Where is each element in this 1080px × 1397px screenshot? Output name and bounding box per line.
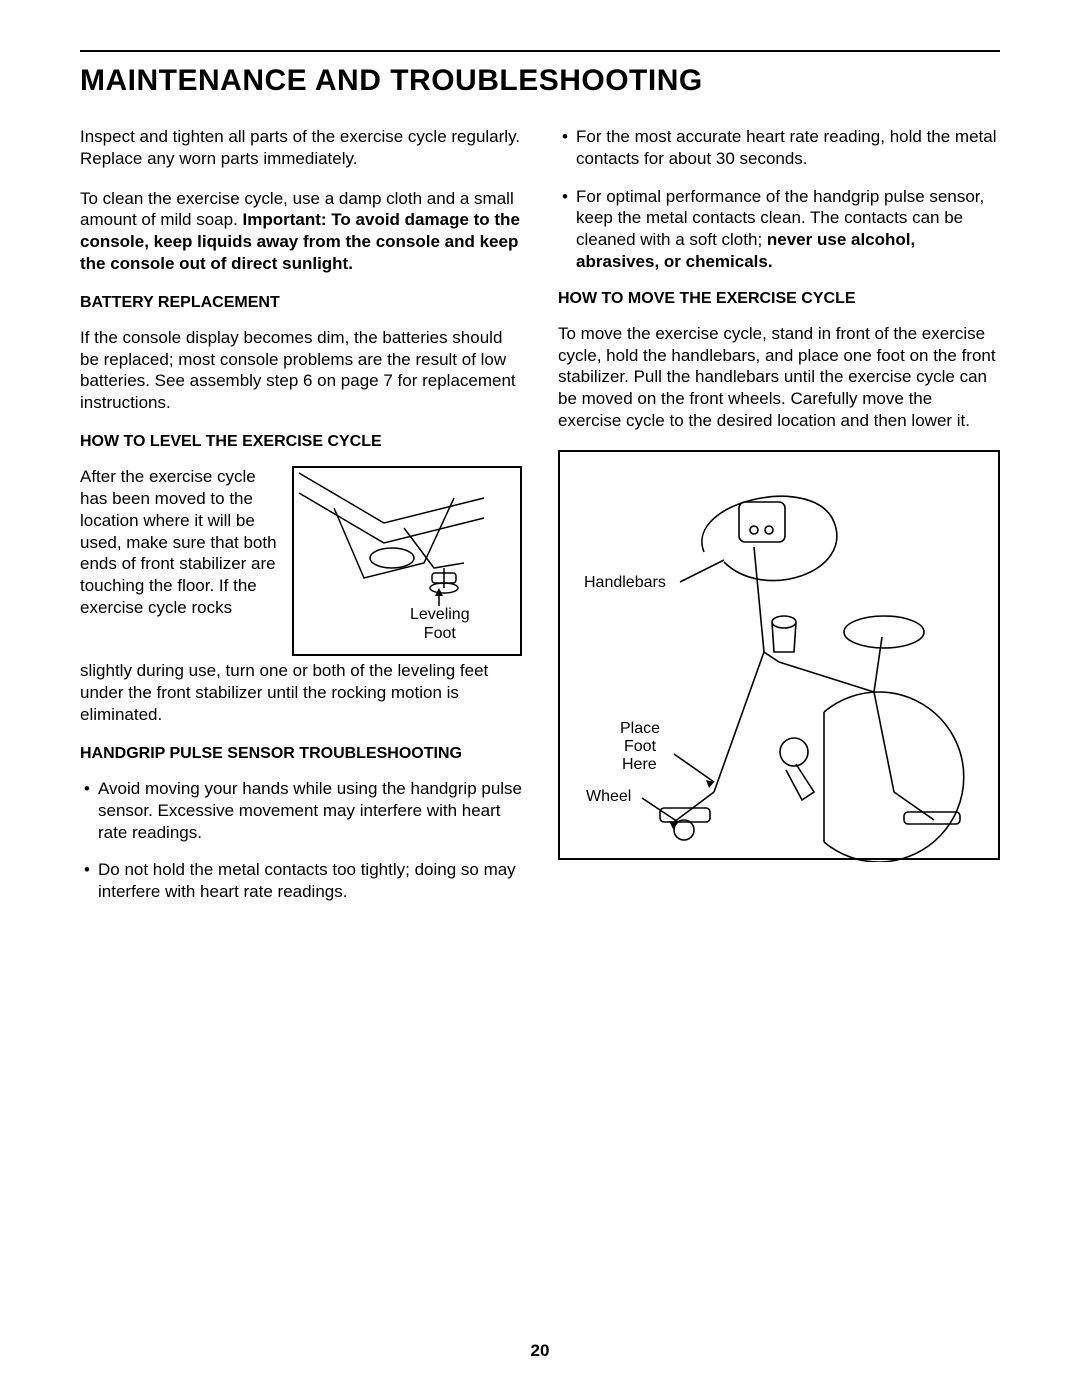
pulse-bullet-1: Avoid moving your hands while using the … xyxy=(80,778,522,843)
intro-para-1: Inspect and tighten all parts of the exe… xyxy=(80,126,522,170)
heading-move: HOW TO MOVE THE EXERCISE CYCLE xyxy=(558,289,1000,309)
two-column-layout: Inspect and tighten all parts of the exe… xyxy=(80,126,1000,919)
pulse-bullet-list: Avoid moving your hands while using the … xyxy=(80,778,522,903)
page-title: MAINTENANCE AND TROUBLESHOOTING xyxy=(80,64,1000,98)
intro-para-2: To clean the exercise cycle, use a damp … xyxy=(80,188,522,275)
leveling-foot-illustration xyxy=(294,468,524,658)
label-place-foot-2: Foot xyxy=(624,738,656,756)
label-wheel: Wheel xyxy=(586,788,631,806)
label-handlebars: Handlebars xyxy=(584,574,666,592)
label-place-foot-1: Place xyxy=(620,720,660,738)
figure-exercise-cycle: Handlebars Place Foot Here Wheel xyxy=(558,450,1000,860)
heading-battery: BATTERY REPLACEMENT xyxy=(80,293,522,313)
right-bullet-list: For the most accurate heart rate reading… xyxy=(558,126,1000,273)
label-place-foot-3: Here xyxy=(622,756,657,774)
right-bullet-2: For optimal performance of the handgrip … xyxy=(558,186,1000,273)
label-leveling-foot: Leveling Foot xyxy=(410,606,470,643)
left-column: Inspect and tighten all parts of the exe… xyxy=(80,126,522,919)
para-level-tail: slightly during use, turn one or both of… xyxy=(80,660,522,725)
heading-pulse: HANDGRIP PULSE SENSOR TROUBLESHOOTING xyxy=(80,744,522,764)
para-move: To move the exercise cycle, stand in fro… xyxy=(558,323,1000,432)
top-rule xyxy=(80,50,1000,52)
label-leveling-foot-l1: Leveling xyxy=(410,606,470,623)
heading-level: HOW TO LEVEL THE EXERCISE CYCLE xyxy=(80,432,522,452)
pulse-bullet-2: Do not hold the metal contacts too tight… xyxy=(80,859,522,903)
figure-leveling-foot: Leveling Foot xyxy=(292,466,522,656)
right-bullet-1: For the most accurate heart rate reading… xyxy=(558,126,1000,170)
page-number: 20 xyxy=(0,1341,1080,1361)
right-column: For the most accurate heart rate reading… xyxy=(558,126,1000,919)
label-leveling-foot-l2: Foot xyxy=(424,625,456,642)
para-battery: If the console display becomes dim, the … xyxy=(80,327,522,414)
level-block: Leveling Foot After the exercise cycle h… xyxy=(80,466,522,725)
